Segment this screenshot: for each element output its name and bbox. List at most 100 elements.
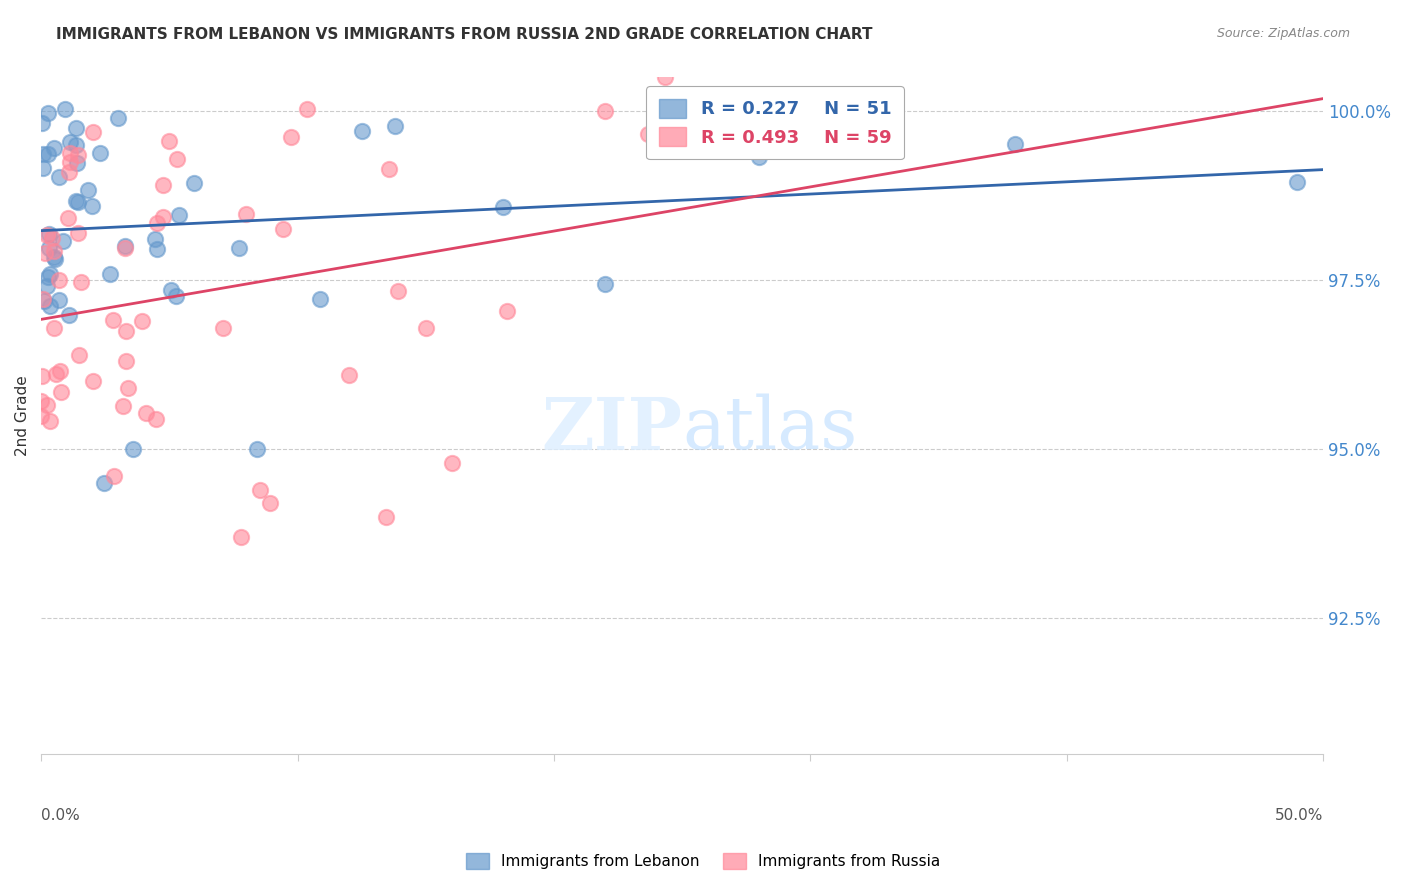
Point <box>58 211 80 226</box>
Point <box>58 308 80 322</box>
Text: ZIP: ZIP <box>541 393 682 465</box>
Point <box>31 369 53 384</box>
Point <box>48 293 70 308</box>
Point <box>654 70 676 85</box>
Point <box>235 207 257 221</box>
Point <box>65 121 87 136</box>
Point <box>37 147 59 161</box>
Point <box>82 125 104 139</box>
Point <box>49 364 72 378</box>
Point <box>30 409 52 423</box>
Point <box>384 119 406 133</box>
Point <box>66 194 89 209</box>
Point <box>337 368 360 382</box>
Point <box>53 102 76 116</box>
Point <box>229 530 252 544</box>
Point <box>114 238 136 252</box>
Text: atlas: atlas <box>682 393 858 464</box>
Point <box>799 137 821 152</box>
Point <box>152 210 174 224</box>
Point <box>593 277 616 291</box>
Point <box>374 509 396 524</box>
Point <box>167 208 190 222</box>
Text: IMMIGRANTS FROM LEBANON VS IMMIGRANTS FROM RUSSIA 2ND GRADE CORRELATION CHART: IMMIGRANTS FROM LEBANON VS IMMIGRANTS FR… <box>56 27 873 42</box>
Point <box>93 476 115 491</box>
Point <box>114 324 136 338</box>
Point <box>496 304 519 318</box>
Point <box>146 242 169 256</box>
Point <box>67 349 90 363</box>
Point <box>37 105 59 120</box>
Point <box>48 273 70 287</box>
Point <box>648 100 671 114</box>
Point <box>249 483 271 497</box>
Point <box>117 381 139 395</box>
Point <box>44 244 66 259</box>
Point <box>415 321 437 335</box>
Point <box>37 270 59 285</box>
Point <box>259 496 281 510</box>
Point <box>637 127 659 141</box>
Point <box>98 267 121 281</box>
Point <box>58 165 80 179</box>
Point <box>440 456 463 470</box>
Point <box>65 194 87 208</box>
Point <box>1004 136 1026 151</box>
Point <box>59 135 82 149</box>
Point <box>146 216 169 230</box>
Point <box>309 292 332 306</box>
Point <box>246 442 269 457</box>
Point <box>183 177 205 191</box>
Point <box>145 411 167 425</box>
Point <box>49 385 72 400</box>
Text: 50.0%: 50.0% <box>1275 807 1323 822</box>
Point <box>157 134 180 148</box>
Point <box>114 353 136 368</box>
Point <box>38 268 60 282</box>
Legend: R = 0.227    N = 51, R = 0.493    N = 59: R = 0.227 N = 51, R = 0.493 N = 59 <box>647 87 904 160</box>
Point <box>66 156 89 170</box>
Y-axis label: 2nd Grade: 2nd Grade <box>15 376 30 456</box>
Point <box>35 227 58 242</box>
Point <box>280 130 302 145</box>
Point <box>103 312 125 326</box>
Point <box>152 178 174 193</box>
Point <box>31 292 53 306</box>
Point <box>66 148 89 162</box>
Point <box>295 102 318 116</box>
Point <box>66 227 89 241</box>
Point <box>70 276 93 290</box>
Point <box>378 161 401 176</box>
Point <box>59 146 82 161</box>
Text: Source: ZipAtlas.com: Source: ZipAtlas.com <box>1216 27 1350 40</box>
Point <box>228 241 250 255</box>
Point <box>80 199 103 213</box>
Point <box>41 231 63 245</box>
Point <box>34 246 56 260</box>
Point <box>59 154 82 169</box>
Point <box>44 250 66 264</box>
Point <box>593 103 616 118</box>
Point <box>135 406 157 420</box>
Point <box>159 283 181 297</box>
Point <box>89 146 111 161</box>
Point <box>30 393 52 408</box>
Point <box>65 137 87 152</box>
Point <box>122 442 145 457</box>
Point <box>48 169 70 184</box>
Point <box>45 367 67 381</box>
Point <box>350 124 373 138</box>
Point <box>44 320 66 334</box>
Point <box>748 150 770 164</box>
Point <box>32 293 55 308</box>
Point <box>32 161 55 175</box>
Point <box>165 289 187 303</box>
Point <box>38 227 60 242</box>
Point <box>131 314 153 328</box>
Point <box>38 241 60 255</box>
Point <box>52 234 75 248</box>
Legend: Immigrants from Lebanon, Immigrants from Russia: Immigrants from Lebanon, Immigrants from… <box>460 847 946 875</box>
Point <box>44 141 66 155</box>
Point <box>166 152 188 166</box>
Point <box>107 111 129 125</box>
